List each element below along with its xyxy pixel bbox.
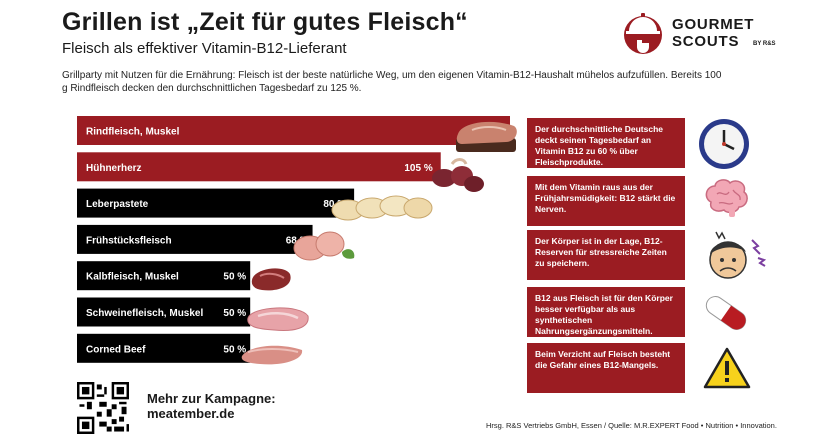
bar-1 [77, 116, 510, 145]
stressed-face-icon [709, 231, 767, 279]
page-subtitle: Fleisch als effektiver Vitamin-B12-Liefe… [62, 40, 347, 57]
pill-icon [705, 296, 747, 330]
logo-line-1: GOURMET [672, 16, 755, 33]
fact-box-2: Mit dem Vitamin raus aus der Frühjahrsmü… [527, 176, 685, 226]
logo-by-text: BY R&S [753, 41, 776, 47]
bar-label-7: Corned Beef [86, 344, 146, 355]
logo-line-2: SCOUTS [672, 33, 740, 50]
bar-4 [77, 224, 313, 254]
qr-code-icon[interactable] [77, 382, 129, 434]
intro-text: Grillparty mit Nutzen für die Ernährung:… [62, 70, 722, 94]
fact-box-4: B12 aus Fleisch ist für den Körper besse… [527, 287, 685, 337]
footer-credit: Hrsg. R&S Vertriebs GmbH, Essen / Quelle… [486, 421, 777, 430]
bar-label-6: Schweinefleisch, Muskel [86, 308, 203, 319]
fact-box-3: Der Körper ist in der Lage, B12-Reserven… [527, 230, 685, 280]
luncheon-meat-icon [293, 231, 355, 261]
cloche-logo-icon [624, 13, 662, 54]
bar-value-7: 50 % [223, 344, 246, 355]
brain-icon [705, 179, 748, 217]
bar-label-2: Hühnerherz [86, 163, 142, 174]
fact-text-5: Beim Verzicht auf Fleisch besteht die Ge… [535, 349, 671, 370]
bar-value-5: 50 % [223, 272, 246, 283]
pork-icon [247, 307, 309, 331]
page-title: Grillen ist „Zeit für gutes Fleisch“ [62, 8, 468, 36]
fact-text-1: Der durchschnittliche Deutsche deckt sei… [535, 124, 664, 167]
veal-icon [251, 268, 291, 291]
liver-pate-icon [331, 195, 433, 221]
corned-beef-icon [241, 345, 303, 365]
fact-text-4: B12 aus Fleisch ist für den Körper besse… [535, 293, 673, 336]
fact-text-3: Der Körper ist in der Lage, B12-Reserven… [535, 236, 667, 268]
beef-steak-icon [456, 121, 517, 152]
bar-label-3: Leberpastete [86, 199, 149, 210]
campaign-label: Mehr zur Kampagne: [147, 391, 276, 406]
bar-label-1: Rindfleisch, Muskel [86, 127, 180, 138]
campaign-link[interactable]: meatember.de [147, 406, 235, 421]
bar-label-4: Frühstücksfleisch [86, 235, 172, 246]
fact-box-5: Beim Verzicht auf Fleisch besteht die Ge… [527, 343, 685, 393]
bar-3 [77, 188, 355, 218]
bar-7 [77, 333, 251, 363]
bar-value-2: 105 % [404, 163, 432, 174]
warning-icon [703, 347, 751, 389]
bar-value-6: 50 % [223, 308, 246, 319]
bar-2 [77, 152, 441, 182]
fact-box-1: Der durchschnittliche Deutsche deckt sei… [527, 118, 685, 168]
bar-6 [77, 297, 251, 327]
bar-5 [77, 261, 251, 291]
chicken-heart-icon [432, 158, 484, 192]
gourmet-scouts-logo: GOURMET SCOUTS BY R&S [620, 10, 780, 56]
campaign-block: Mehr zur Kampagne: meatember.de [147, 391, 276, 421]
clock-icon [699, 119, 749, 169]
fact-text-2: Mit dem Vitamin raus aus der Frühjahrsmü… [535, 182, 676, 214]
bar-label-5: Kalbfleisch, Muskel [86, 272, 179, 283]
